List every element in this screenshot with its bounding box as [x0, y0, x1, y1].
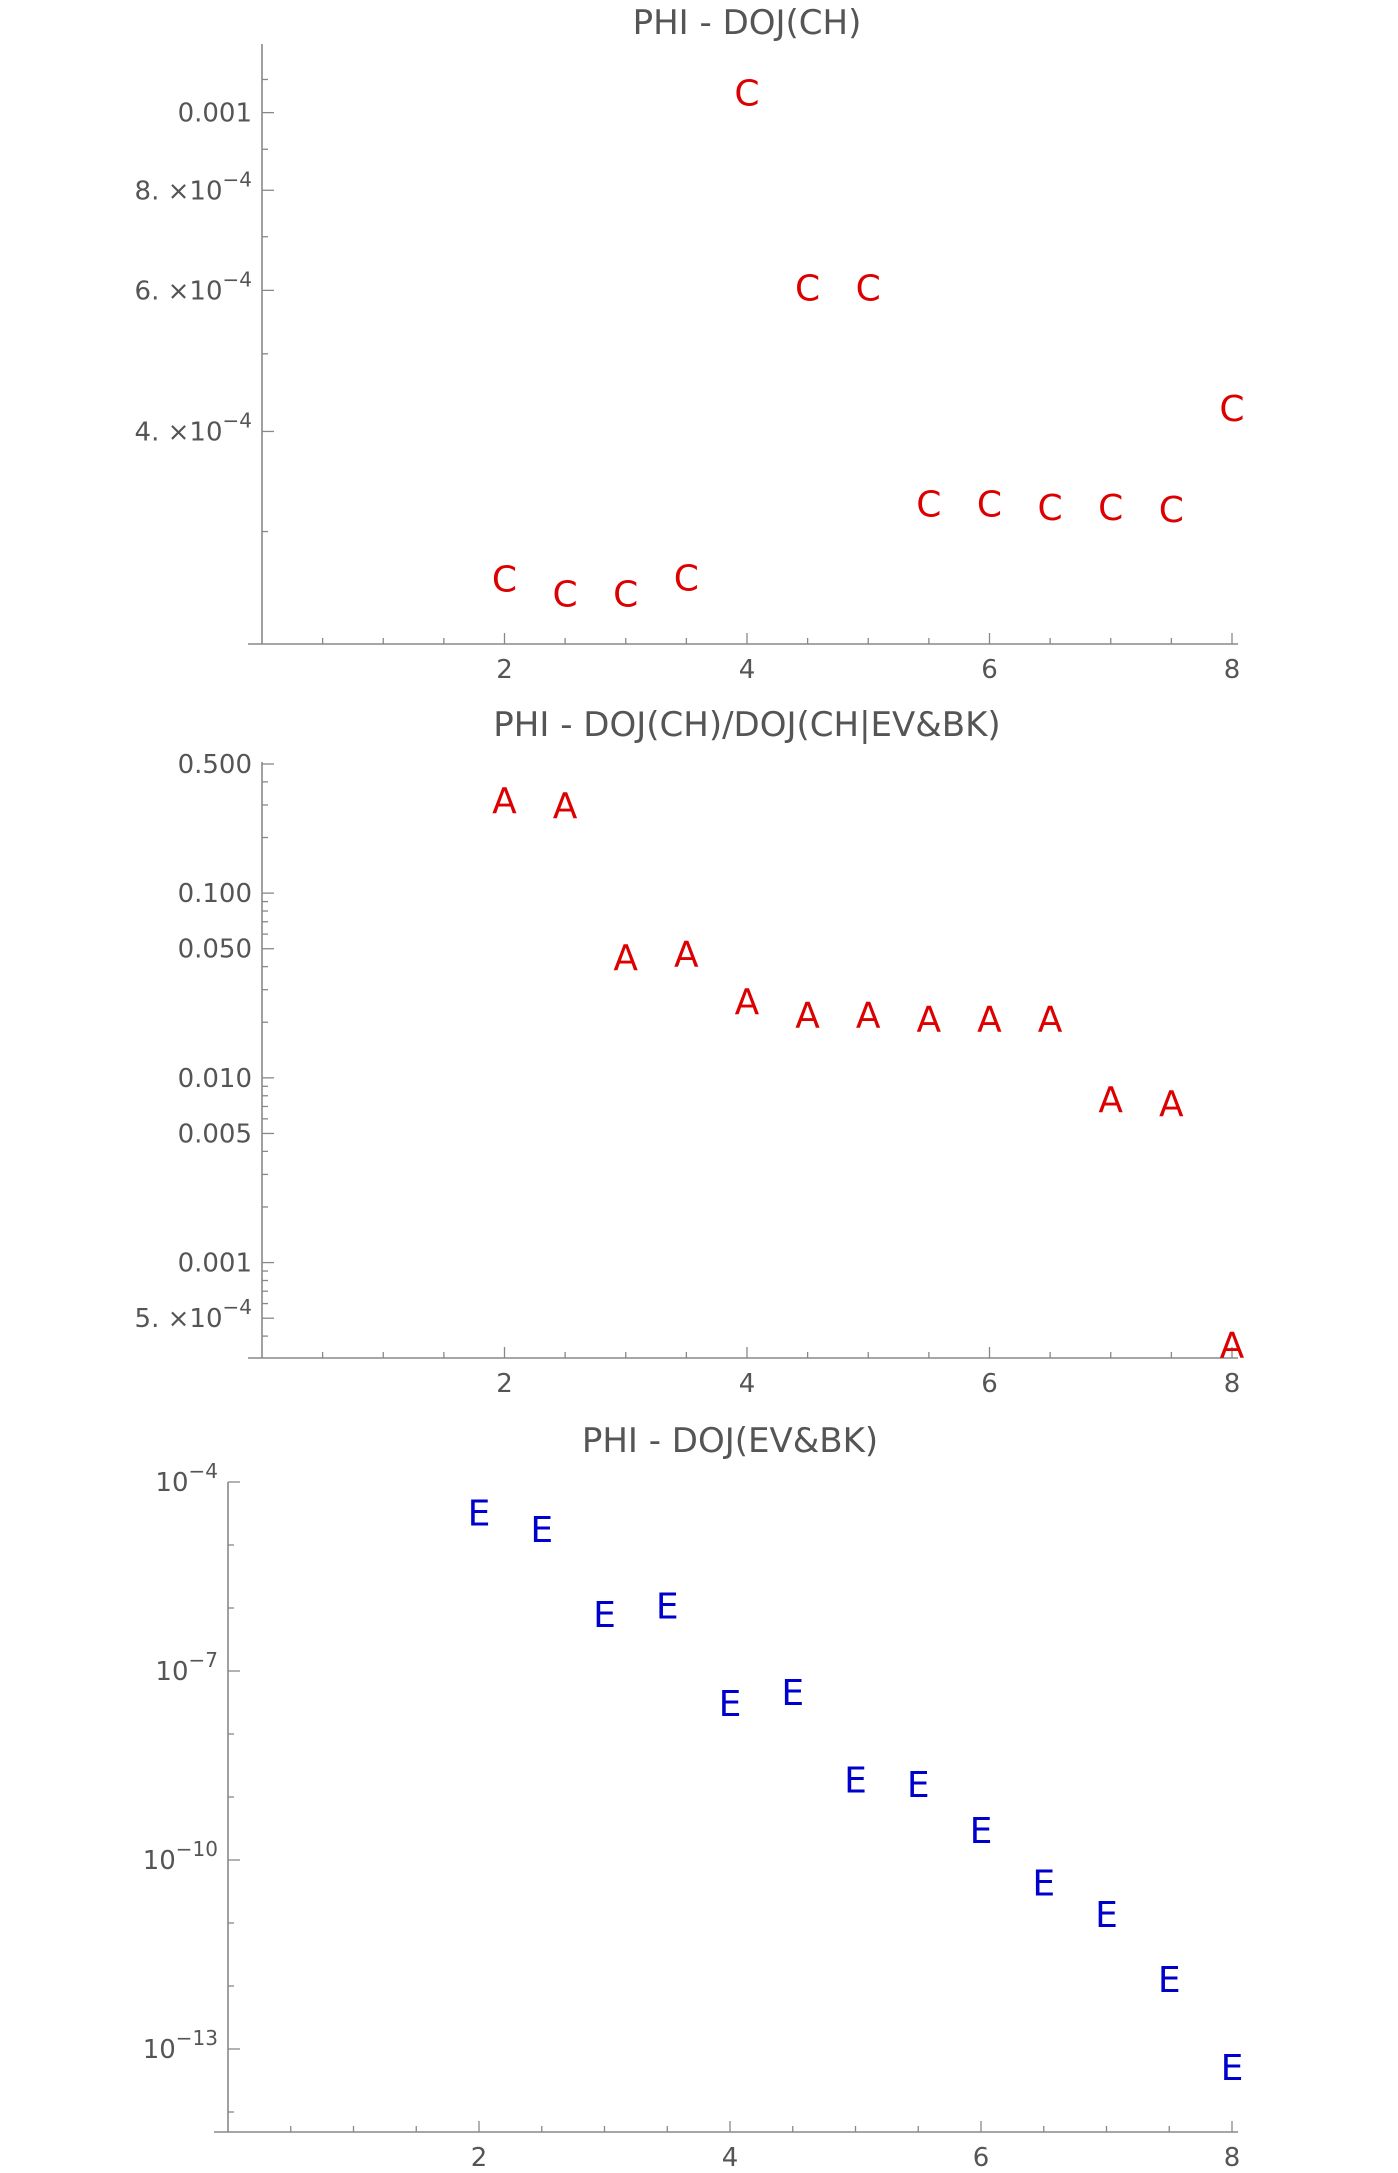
y-tick-label: 0.010: [178, 1064, 252, 1094]
y-tick-label: 10−13: [143, 2026, 218, 2065]
data-point-9: A: [977, 999, 1002, 1040]
x-tick-label: 2: [471, 2143, 488, 2173]
data-point-7: C: [856, 268, 881, 309]
data-point-1: C: [492, 560, 517, 601]
data-point-10: A: [1038, 999, 1063, 1040]
data-point-3: C: [613, 575, 638, 616]
y-tick-label: 0.005: [178, 1119, 252, 1149]
data-point-11: C: [1098, 488, 1123, 529]
x-tick-label: 6: [981, 655, 998, 685]
data-point-2: E: [530, 1510, 553, 1551]
data-point-7: E: [844, 1760, 867, 1801]
data-point-5: E: [719, 1684, 742, 1725]
data-point-11: A: [1098, 1080, 1123, 1121]
data-point-8: A: [917, 999, 942, 1040]
data-point-5: A: [735, 982, 760, 1023]
data-point-4: E: [656, 1586, 679, 1627]
data-point-6: E: [781, 1673, 804, 1714]
x-tick-label: 6: [973, 2143, 990, 2173]
y-tick-label: 0.100: [178, 879, 252, 909]
y-tick-label: 5. ×10−4: [135, 1295, 252, 1334]
data-point-12: A: [1159, 1084, 1184, 1125]
chart-title: PHI - DOJ(CH): [633, 3, 862, 43]
y-tick-label: 10−10: [143, 1837, 218, 1876]
chart-title: PHI - DOJ(CH)/DOJ(CH|EV&BK): [493, 705, 1000, 745]
y-tick-label: 10−4: [155, 1459, 218, 1498]
chart-title: PHI - DOJ(EV&BK): [582, 1421, 878, 1461]
data-point-9: E: [970, 1811, 993, 1852]
y-tick-label: 6. ×10−4: [135, 267, 252, 306]
data-point-5: C: [734, 73, 759, 114]
x-tick-label: 8: [1224, 655, 1241, 685]
x-tick-label: 8: [1224, 1369, 1241, 1399]
data-point-4: C: [674, 558, 699, 599]
data-point-2: A: [553, 786, 578, 827]
data-point-1: E: [468, 1493, 491, 1534]
data-point-12: C: [1159, 490, 1184, 531]
data-point-6: C: [795, 268, 820, 309]
y-tick-label: 0.500: [178, 750, 252, 780]
x-tick-label: 2: [496, 655, 513, 685]
y-tick-label: 0.001: [178, 99, 252, 129]
y-tick-label: 4. ×10−4: [135, 408, 252, 447]
data-point-1: A: [492, 781, 517, 822]
data-point-10: E: [1032, 1863, 1055, 1904]
data-point-3: A: [613, 938, 638, 979]
data-point-2: C: [553, 575, 578, 616]
data-point-6: A: [795, 996, 820, 1037]
data-point-7: A: [856, 996, 881, 1037]
chart-panel-2: PHI - DOJ(CH)/DOJ(CH|EV&BK) 2 4 6 8 0.500 0.10…: [135, 705, 1245, 1399]
data-point-9: C: [977, 485, 1002, 526]
x-tick-label: 6: [981, 1369, 998, 1399]
x-tick-label: 4: [739, 1369, 756, 1399]
x-tick-label: 2: [496, 1369, 513, 1399]
y-tick-label: 0.050: [178, 935, 252, 965]
y-tick-label: 8. ×10−4: [135, 167, 252, 206]
data-point-10: C: [1038, 488, 1063, 529]
data-point-8: C: [916, 485, 941, 526]
data-point-8: E: [907, 1765, 930, 1806]
x-tick-label: 8: [1224, 2143, 1241, 2173]
data-point-11: E: [1095, 1895, 1118, 1936]
data-point-4: A: [674, 935, 699, 976]
data-point-13: E: [1221, 2048, 1244, 2089]
chart-panel-1: PHI - DOJ(CH) 2 4 6 8 0.001 8. ×10−4 6. ×10−4 4.…: [135, 3, 1245, 685]
data-point-13: A: [1220, 1326, 1245, 1367]
x-tick-label: 4: [722, 2143, 739, 2173]
data-point-13: C: [1219, 389, 1244, 430]
data-point-3: E: [593, 1595, 616, 1636]
y-tick-label: 10−7: [155, 1648, 218, 1687]
y-tick-label: 0.001: [178, 1249, 252, 1279]
x-tick-label: 4: [739, 655, 756, 685]
data-point-12: E: [1158, 1960, 1181, 2001]
